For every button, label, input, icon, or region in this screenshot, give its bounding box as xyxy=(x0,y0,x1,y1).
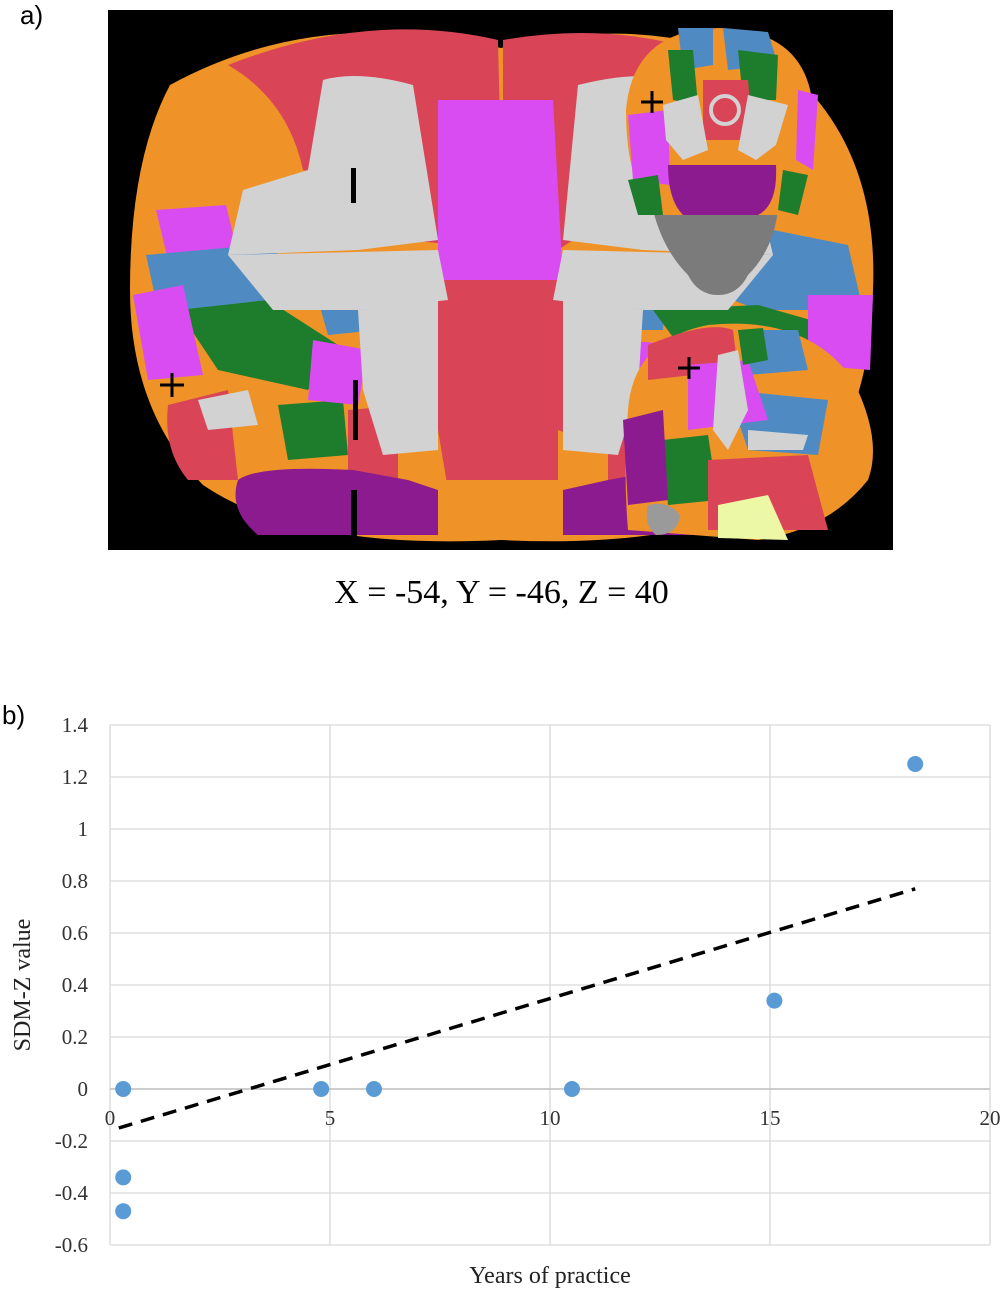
wm-region xyxy=(198,390,258,430)
sagittal-slice xyxy=(623,323,873,540)
panel-a-label: a) xyxy=(20,0,44,30)
magenta-region xyxy=(438,100,563,280)
red-region xyxy=(438,280,568,480)
wm-region xyxy=(358,300,438,455)
x-axis-title: Years of practice xyxy=(469,1263,631,1289)
data-point xyxy=(115,1169,132,1186)
y-tick-label: 1.2 xyxy=(62,765,88,789)
green-region xyxy=(668,50,698,105)
coronal-crosshair xyxy=(641,91,663,113)
wm-region xyxy=(748,430,808,450)
y-tick-label: -0.2 xyxy=(55,1129,88,1153)
wm-region xyxy=(228,76,438,255)
x-tick-label: 10 xyxy=(540,1106,561,1130)
y-tick-label: -0.4 xyxy=(55,1181,89,1205)
green-region xyxy=(178,300,338,390)
paleyellow-region xyxy=(718,495,788,540)
y-tick-label: 0 xyxy=(78,1077,89,1101)
data-point xyxy=(766,992,783,1009)
y-tick-label: 1 xyxy=(78,817,89,841)
slice-coordinates: X = -54, Y = -46, Z = 40 xyxy=(334,574,669,611)
chart-axes: 0 5 10 15 20 1.4 1.2 1 0.8 0.6 0.4 0.2 0 -0.2 -0.4 -0.6 xyxy=(55,713,1001,1257)
green-region xyxy=(628,175,663,215)
magenta-region xyxy=(628,110,670,185)
data-point xyxy=(366,1081,382,1097)
panel-b-label: b) xyxy=(2,700,26,730)
coronal-slice xyxy=(626,28,818,295)
wm-region xyxy=(738,95,788,160)
brain-slices-image xyxy=(108,10,893,550)
wm-region xyxy=(663,95,708,160)
y-tick-label: 1.4 xyxy=(62,713,89,737)
orange-region xyxy=(148,80,251,240)
magenta-region xyxy=(133,285,203,380)
trendline-layer xyxy=(118,887,916,1130)
data-point xyxy=(564,1081,580,1097)
magenta-region xyxy=(156,205,238,260)
data-point xyxy=(115,1081,132,1097)
chart-grid xyxy=(109,724,991,1246)
x-tick-label: 5 xyxy=(325,1106,336,1130)
x-tick-label: 0 xyxy=(105,1106,116,1130)
purple-region xyxy=(668,165,777,215)
trendline xyxy=(118,887,916,1130)
data-point xyxy=(907,756,924,772)
axial-crosshair xyxy=(160,373,184,397)
green-region xyxy=(278,400,348,460)
wm-region xyxy=(713,350,748,450)
green-region xyxy=(778,170,808,215)
green-region xyxy=(663,435,718,505)
green-region xyxy=(738,328,768,365)
sagittal-crosshair xyxy=(678,357,700,379)
purple-region xyxy=(623,410,668,505)
data-points xyxy=(115,756,924,1220)
y-tick-label: 0.2 xyxy=(62,1025,88,1049)
y-axis-title: SDM-Z value xyxy=(10,919,36,1052)
data-point xyxy=(313,1081,330,1097)
y-tick-label: -0.6 xyxy=(55,1233,88,1257)
magenta-region xyxy=(308,340,368,405)
purple-region xyxy=(235,468,438,535)
x-tick-label: 15 xyxy=(760,1106,781,1130)
y-tick-label: 0.4 xyxy=(62,973,89,997)
x-tick-label: 20 xyxy=(980,1106,1001,1130)
wm-region xyxy=(563,300,643,455)
y-tick-label: 0.6 xyxy=(62,921,88,945)
data-point xyxy=(115,1203,132,1220)
scatter-chart: 0 5 10 15 20 1.4 1.2 1 0.8 0.6 0.4 0.2 0 -0.2 -0.4 -0.6… xyxy=(10,713,1001,1289)
magenta-region xyxy=(796,90,818,170)
wm-region xyxy=(228,250,448,310)
y-tick-label: 0.8 xyxy=(62,869,88,893)
